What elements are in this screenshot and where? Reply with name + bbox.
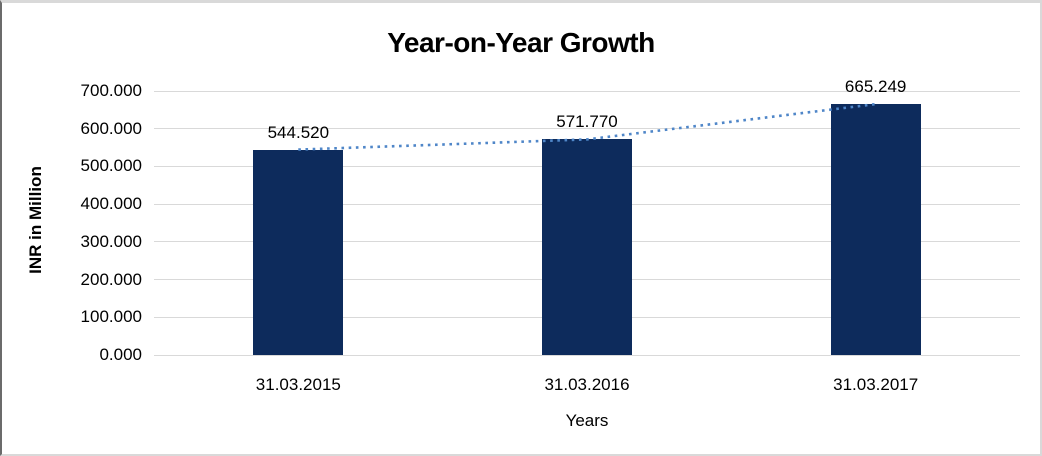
y-tick-label: 500.000 (80, 156, 142, 176)
chart-title: Year-on-Year Growth (387, 27, 655, 58)
y-tick-label: 400.000 (80, 194, 142, 214)
bar-value-label: 571.770 (556, 112, 618, 132)
x-axis-title: Years (565, 411, 609, 430)
gridline (154, 128, 1020, 130)
x-tick-label: 31.03.2017 (833, 375, 919, 394)
y-tick-label: 100.000 (80, 307, 142, 327)
bar-value-label: 665.249 (844, 77, 907, 97)
bar-value-label: 544.520 (267, 122, 330, 142)
trendline (298, 102, 876, 151)
bar-31.03.2015 (253, 149, 344, 355)
gridline (154, 90, 1020, 92)
x-tick-label: 31.03.2015 (255, 375, 341, 394)
bar-31.03.2016 (542, 139, 632, 355)
y-tick-label: 200.000 (80, 269, 142, 289)
gridline (154, 354, 1020, 356)
y-tick-label: 0.000 (99, 345, 142, 364)
bar-31.03.2017 (830, 104, 921, 355)
plot-area: 544.520 571.770 665.249 (154, 77, 1020, 356)
y-axis-title: INR in Million (26, 166, 45, 274)
y-tick-label: 300.000 (80, 231, 142, 251)
x-tick-label: 31.03.2016 (544, 375, 630, 394)
y-tick-label: 600.000 (80, 118, 142, 138)
y-tick-label: 700.000 (80, 81, 142, 100)
